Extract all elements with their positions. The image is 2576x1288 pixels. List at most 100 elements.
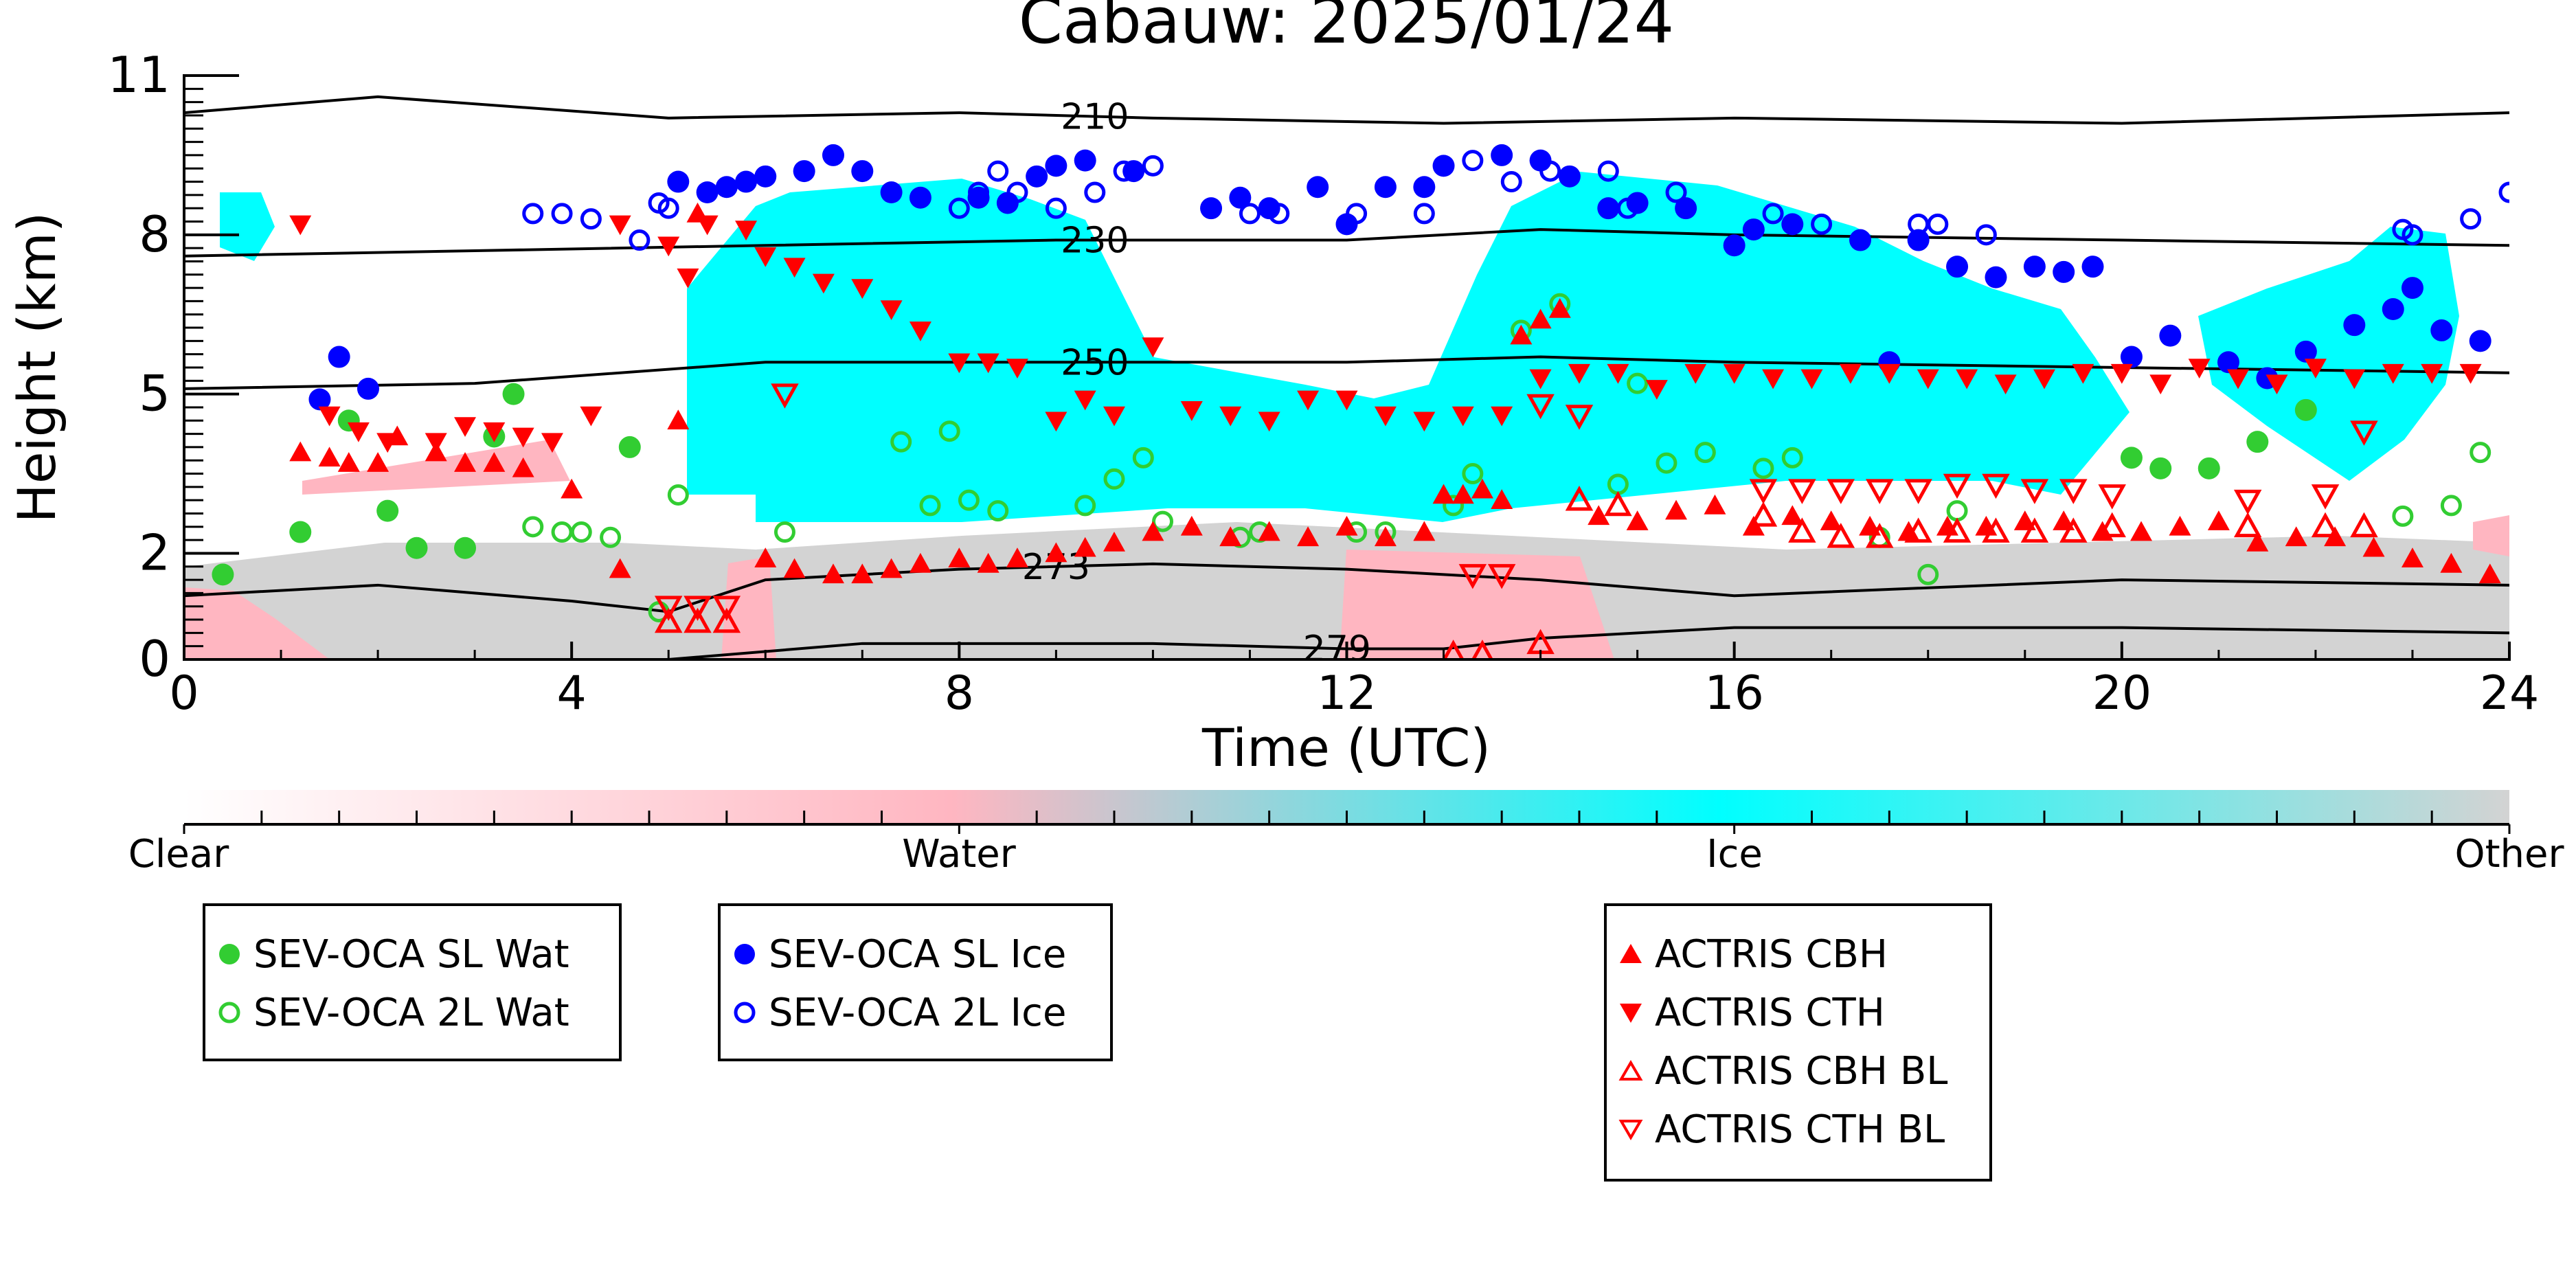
cth-point — [483, 422, 506, 442]
cth-bl-point — [1943, 473, 1971, 499]
water-retrieval-point — [502, 383, 525, 405]
cth-point — [1684, 363, 1707, 384]
y-tick-label: 2 — [139, 523, 170, 581]
cth-point — [1645, 380, 1668, 400]
cbh-point — [337, 452, 360, 472]
cbh-bl-point — [1749, 501, 1778, 527]
water-retrieval-point — [2120, 447, 2143, 469]
water-retrieval-point — [1694, 442, 1716, 464]
ice-retrieval-point — [1229, 186, 1252, 209]
ice-retrieval-point — [1927, 213, 1949, 235]
ice-retrieval-point — [1626, 192, 1649, 214]
cth-point — [1335, 390, 1358, 411]
chart-title: Cabauw: 2025/01/24 — [1019, 0, 1674, 58]
cth-bl-point — [2233, 489, 2262, 515]
legend-item: SEV-OCA SL Ice — [721, 927, 1066, 982]
isotherm-label: 210 — [1061, 97, 1129, 138]
cbh-point — [483, 452, 506, 472]
cbh-point — [1045, 542, 1067, 563]
cth-point — [512, 427, 534, 448]
cbh-point — [667, 409, 690, 430]
cth-point — [1917, 369, 1939, 389]
ice-retrieval-point — [1026, 165, 1048, 188]
ice-retrieval-point — [948, 197, 970, 219]
cth-point — [1491, 406, 1513, 427]
cbh-bl-point — [1442, 640, 1465, 659]
water-retrieval-point — [600, 526, 622, 548]
cth-point — [2304, 359, 2327, 379]
water-retrieval-point — [2246, 431, 2269, 453]
ice-retrieval-point — [1907, 229, 1930, 251]
open-triangle-up-icon — [1607, 1043, 1655, 1098]
cth-point — [347, 422, 370, 442]
cth-point — [2072, 363, 2094, 384]
cbh-point — [948, 547, 971, 567]
ice-retrieval-point — [2402, 224, 2424, 246]
ice-retrieval-point — [1665, 181, 1687, 203]
ice-retrieval-point — [2023, 256, 2046, 278]
cbh-point — [2478, 563, 2501, 584]
cbh-point — [1413, 521, 1436, 541]
cbh-point — [1451, 484, 1474, 504]
ice-retrieval-point — [1413, 176, 1436, 199]
ice-retrieval-point — [2498, 181, 2509, 203]
cbh-bl-point — [2098, 512, 2126, 538]
cbh-bl-point — [712, 607, 741, 633]
cbh-point — [754, 547, 777, 567]
cth-point — [1413, 411, 1436, 432]
water-retrieval-point — [551, 521, 573, 543]
ice-retrieval-point — [1723, 234, 1745, 257]
ice-retrieval-point — [1500, 171, 1522, 193]
water-retrieval-point — [1074, 495, 1096, 517]
water-retrieval-point — [570, 521, 592, 543]
ice-retrieval-point — [967, 186, 990, 209]
ice-retrieval-point — [1946, 256, 1969, 278]
legend-item: ACTRIS CTH — [1607, 985, 1885, 1040]
cbh-bl-point — [2233, 512, 2262, 538]
cth-point — [948, 353, 971, 374]
ice-retrieval-point — [1539, 160, 1561, 182]
legend-item: ACTRIS CTH BL — [1607, 1102, 1945, 1157]
cbh-bl-point — [1943, 517, 1971, 543]
cbh-point — [880, 558, 903, 578]
water-retrieval-point — [919, 495, 941, 517]
legend-item: SEV-OCA 2L Ice — [721, 985, 1066, 1040]
ice-retrieval-point — [1346, 203, 1368, 225]
cbh-bl-point — [1788, 517, 1816, 543]
ice-retrieval-point — [2294, 340, 2317, 363]
legend-water: SEV-OCA SL Wat SEV-OCA 2L Wat — [203, 903, 622, 1061]
cth-point — [754, 247, 777, 267]
cbh-point — [1142, 521, 1164, 541]
water-retrieval-point — [618, 436, 641, 458]
ice-retrieval-point — [1762, 203, 1784, 225]
cth-point — [880, 300, 903, 320]
cth-point — [1297, 390, 1320, 411]
cbh-point — [1665, 499, 1688, 520]
cbh-point — [289, 441, 312, 462]
ice-retrieval-point — [357, 377, 379, 400]
cth-bl-point — [1982, 473, 2010, 499]
cth-bl-point — [1526, 394, 1555, 420]
cbh-point — [1335, 515, 1358, 536]
water-region — [184, 587, 330, 659]
cth-point — [580, 406, 602, 427]
water-retrieval-point — [454, 536, 477, 559]
cbh-point — [1820, 510, 1842, 530]
water-retrieval-point — [2197, 457, 2220, 479]
cth-bl-point — [1788, 479, 1816, 504]
ice-retrieval-point — [2469, 330, 2492, 352]
cbh-point — [561, 478, 583, 499]
cbh-point — [1180, 515, 1203, 536]
cth-point — [1374, 406, 1397, 427]
water-retrieval-point — [2470, 442, 2492, 464]
ice-retrieval-point — [551, 203, 573, 225]
cbh-point — [822, 563, 844, 584]
cth-point — [2459, 363, 2482, 384]
triangle-up-icon — [1607, 927, 1655, 982]
ice-retrieval-point — [1045, 197, 1067, 219]
colorbar-label-clear: Clear — [128, 832, 229, 877]
cbh-point — [1258, 521, 1280, 541]
x-axis-label: Time (UTC) — [1201, 717, 1491, 778]
cth-point — [657, 236, 680, 257]
